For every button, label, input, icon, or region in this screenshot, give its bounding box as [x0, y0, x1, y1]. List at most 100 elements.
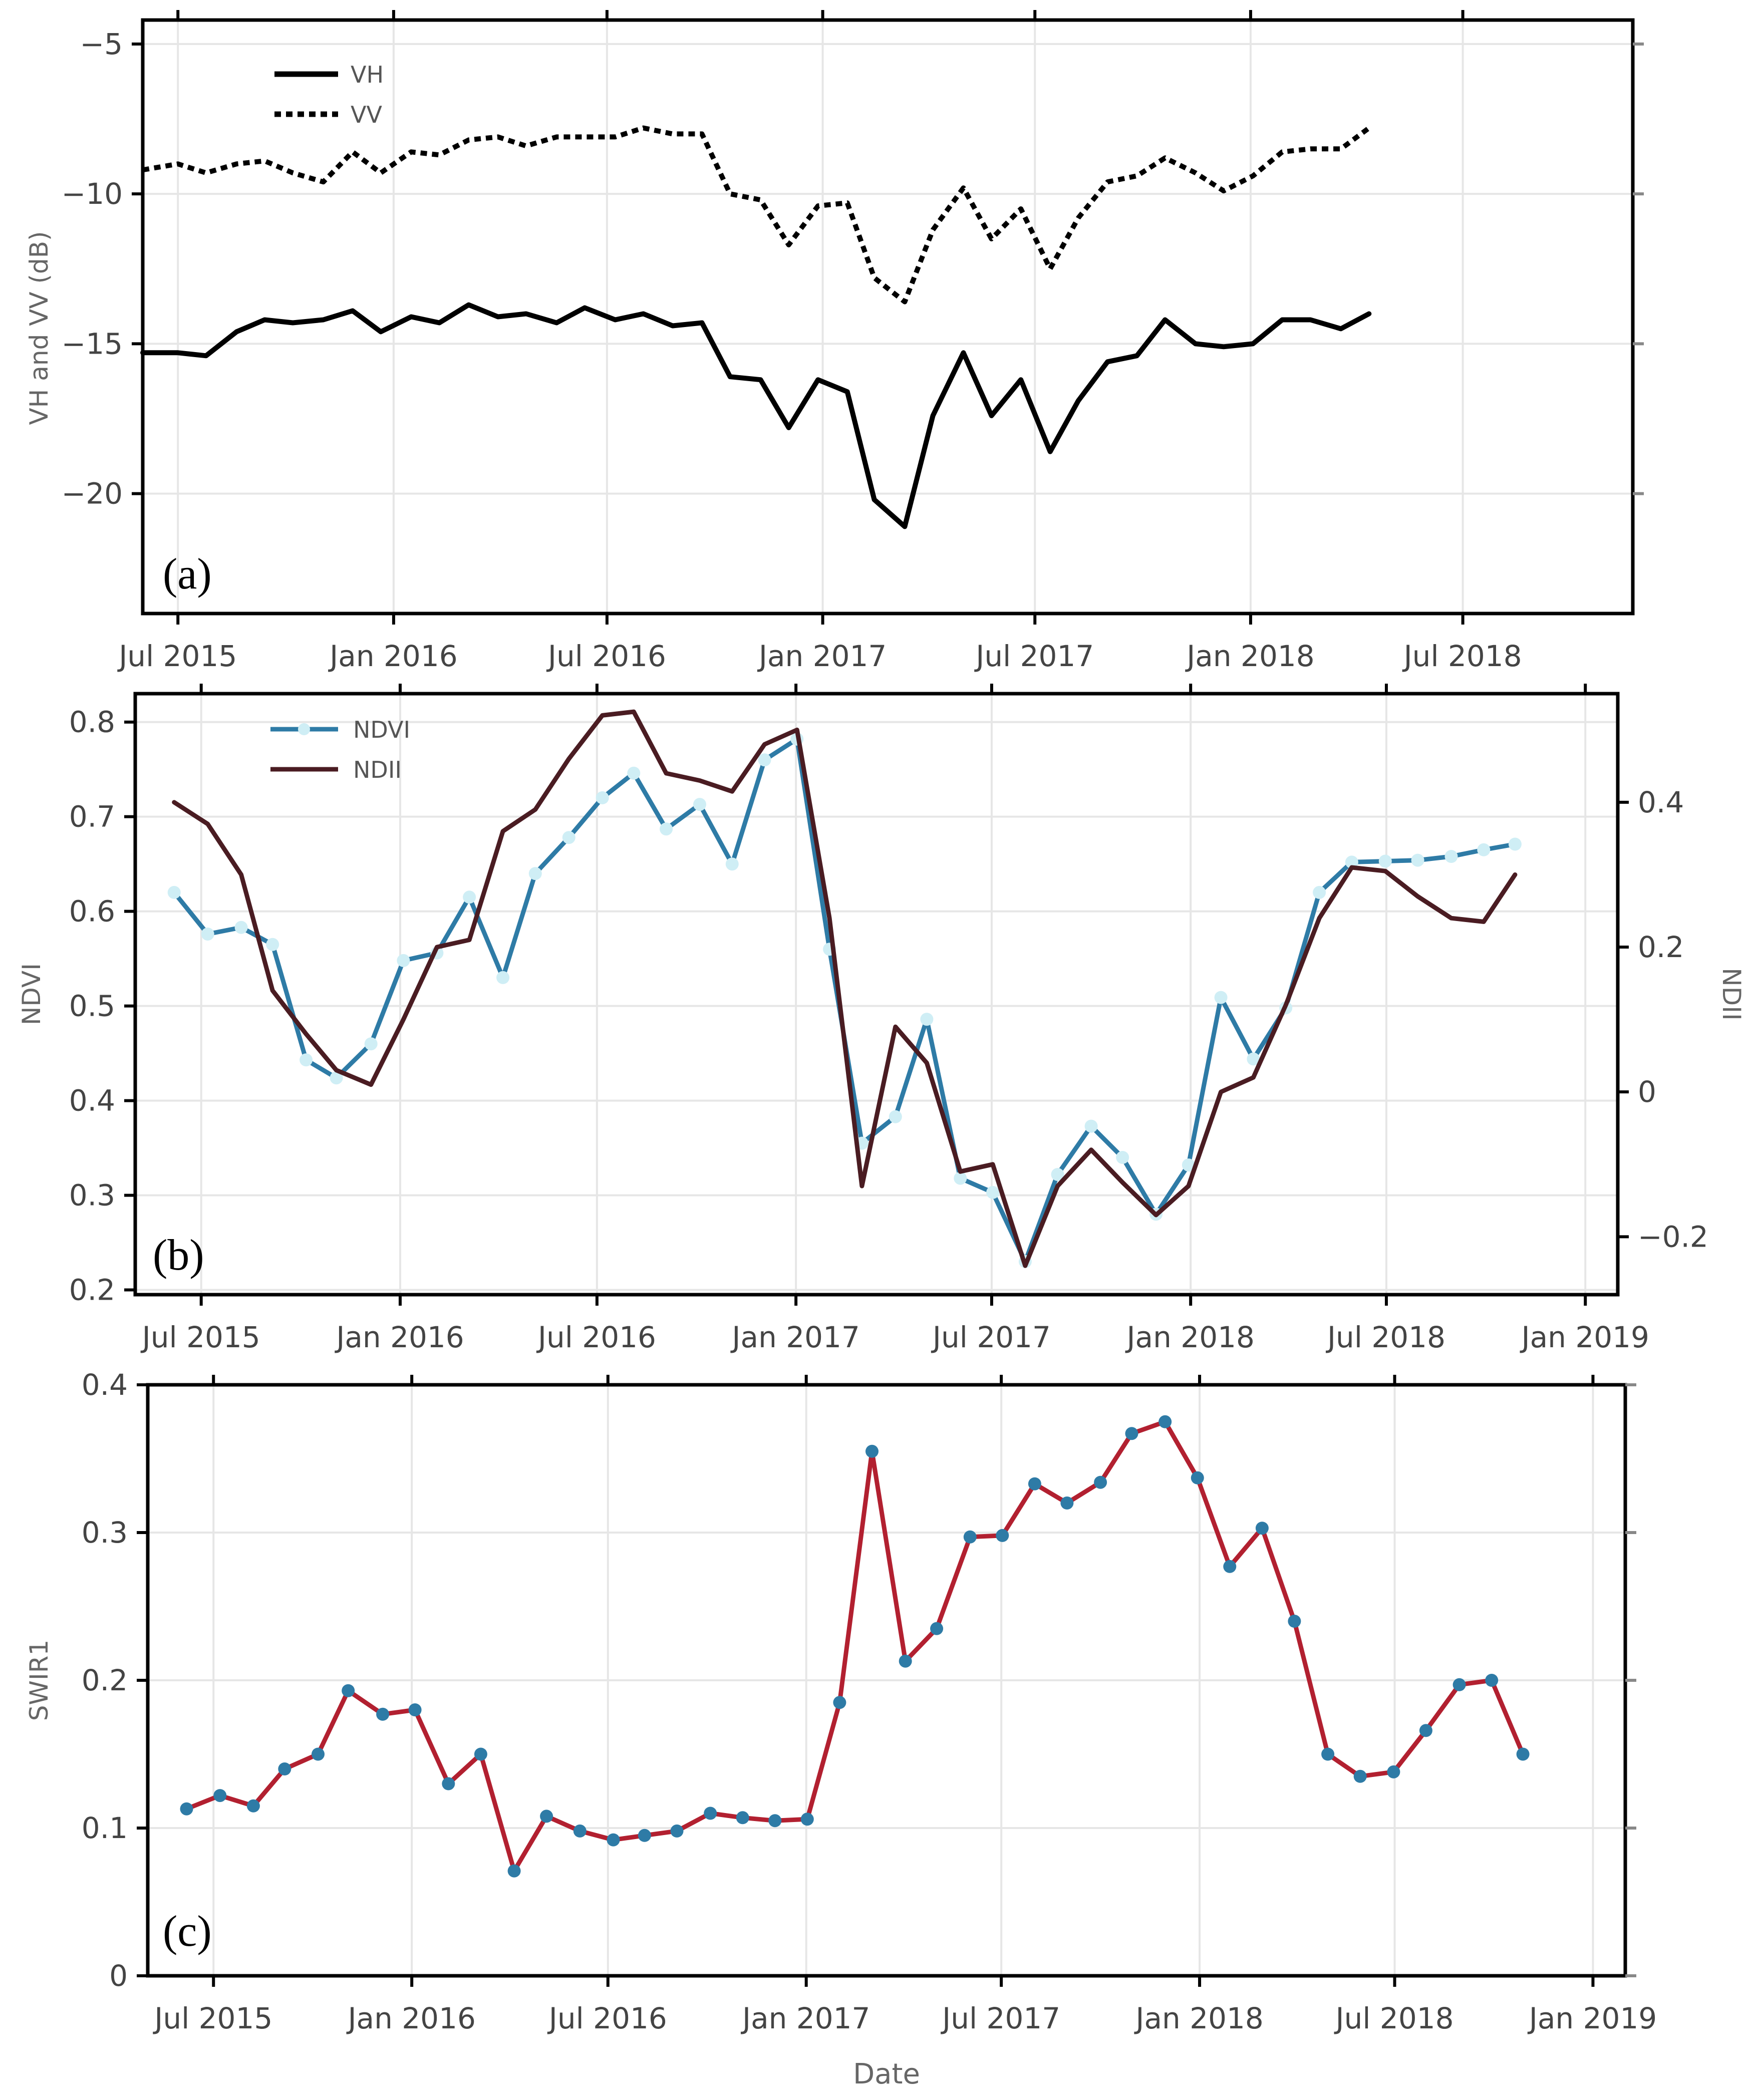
c-x-tick-label: Jul 2018 — [1334, 2001, 1454, 2035]
data-point-ndvi — [889, 1110, 902, 1123]
data-point-swir1 — [342, 1684, 355, 1697]
b-plot-frame — [133, 692, 1620, 1297]
data-point-swir1 — [376, 1707, 390, 1721]
data-point-ndvi — [954, 1171, 967, 1185]
data-point-ndvi — [330, 1071, 343, 1085]
b-x-tick-label: Jan 2019 — [1520, 1320, 1649, 1354]
data-point-swir1 — [1223, 1560, 1237, 1573]
data-point-ndvi — [1247, 1052, 1260, 1066]
data-point-swir1 — [474, 1747, 487, 1761]
b-y-axis-title: NDVI — [17, 963, 46, 1025]
data-point-swir1 — [833, 1696, 846, 1709]
a-x-tick-label: Jul 2016 — [546, 639, 666, 673]
a-y-tick-label: −20 — [62, 477, 123, 511]
a-y-axis: −5 −10 −15 −20 — [62, 27, 1644, 511]
data-point-swir1 — [507, 1864, 521, 1878]
series-line-ndii — [172, 709, 1518, 1268]
c-y-tick-label: 0 — [109, 1959, 128, 1993]
b-x-axis: Jul 2015 Jan 2016 Jul 2016 Jan 2017 Jul 2017… — [141, 684, 1649, 1354]
a-x-tick-label: Jul 2015 — [117, 639, 237, 673]
a-x-tick-label: Jul 2018 — [1402, 639, 1522, 673]
b-gridlines — [135, 694, 1618, 1295]
data-point-swir1 — [1094, 1475, 1107, 1489]
data-point-swir1 — [1485, 1674, 1499, 1687]
b-y-tick-label: 0.2 — [69, 1273, 115, 1307]
a-plot-frame — [141, 18, 1635, 616]
data-point-swir1 — [963, 1530, 977, 1544]
b-y-tick-label: 0.8 — [69, 705, 115, 739]
data-point-swir1 — [736, 1811, 749, 1825]
b-y-right-tick-label: −0.2 — [1638, 1220, 1708, 1254]
data-point-ndvi — [1051, 1168, 1064, 1181]
data-point-ndvi — [693, 798, 706, 811]
c-y-axis: 0 0.1 0.2 0.3 0.4 — [82, 1368, 1636, 1993]
a-x-tick-label: Jul 2017 — [974, 639, 1094, 673]
data-point-ndvi — [725, 857, 739, 871]
a-y-tick-label: −10 — [62, 177, 123, 211]
b-x-tick-label: Jan 2017 — [730, 1320, 859, 1354]
data-point-swir1 — [408, 1703, 422, 1716]
data-point-swir1 — [1060, 1496, 1074, 1510]
b-x-tick-label: Jan 2018 — [1125, 1320, 1254, 1354]
c-x-tick-label: Jul 2016 — [547, 2001, 667, 2035]
data-point-ndvi — [496, 971, 510, 984]
data-point-ndvi — [1084, 1119, 1098, 1133]
data-point-ndvi — [266, 938, 279, 951]
a-series-layer — [140, 125, 1372, 529]
data-point-swir1 — [638, 1829, 651, 1842]
b-y-axis-right: 0.4 0.2 0 −0.2 — [1618, 785, 1708, 1254]
c-x-tick-label: Jan 2017 — [741, 2001, 870, 2035]
data-point-swir1 — [1125, 1427, 1138, 1440]
legend-ndvi-label: NDVI — [353, 716, 410, 743]
data-point-ndvi — [234, 921, 248, 934]
data-point-ndvi — [596, 791, 609, 804]
data-point-swir1 — [800, 1813, 814, 1826]
data-point-ndvi — [167, 885, 181, 899]
c-x-tick-label: Jan 2016 — [346, 2001, 475, 2035]
b-y-tick-label: 0.6 — [69, 894, 115, 929]
data-point-swir1 — [1191, 1471, 1204, 1484]
data-point-swir1 — [278, 1762, 292, 1775]
data-point-ndvi — [1444, 850, 1458, 863]
data-point-swir1 — [1353, 1769, 1367, 1783]
data-point-ndvi — [1313, 885, 1326, 899]
data-point-swir1 — [1158, 1415, 1172, 1428]
data-point-swir1 — [899, 1654, 912, 1668]
c-x-tick-label: Jan 2019 — [1528, 2001, 1657, 2035]
data-point-swir1 — [246, 1799, 260, 1813]
b-x-tick-label: Jul 2018 — [1326, 1320, 1445, 1354]
data-point-ndvi — [758, 753, 771, 767]
data-point-swir1 — [1419, 1724, 1432, 1737]
data-point-swir1 — [540, 1810, 553, 1823]
data-point-swir1 — [312, 1747, 325, 1761]
data-point-swir1 — [670, 1824, 684, 1838]
b-y-right-tick-label: 0 — [1638, 1075, 1656, 1109]
data-point-ndvi — [920, 1013, 934, 1026]
data-point-ndvi — [463, 890, 476, 904]
panel-b: 0.2 0.3 0.4 0.5 0.6 0.7 0.8 0.4 0.2 0 −0.2 Jul 20… — [17, 684, 1746, 1354]
data-point-ndvi — [201, 928, 214, 941]
data-point-swir1 — [768, 1814, 782, 1828]
series-line-vv — [142, 125, 1371, 305]
data-point-swir1 — [930, 1622, 944, 1635]
panel-c: 0 0.1 0.2 0.3 0.4 Jul 2015 Jan 2016 Jul 2016 Ja… — [25, 1368, 1657, 2090]
a-x-tick-label: Jan 2016 — [328, 639, 457, 673]
c-x-tick-label: Jul 2015 — [153, 2001, 272, 2035]
a-y-tick-label: −15 — [62, 327, 123, 361]
b-series-layer — [167, 709, 1522, 1268]
c-series-layer — [180, 1415, 1530, 1878]
data-point-swir1 — [180, 1802, 193, 1816]
c-panel-label: (c) — [163, 1907, 212, 1956]
data-point-swir1 — [573, 1824, 587, 1838]
b-x-tick-label: Jul 2017 — [931, 1320, 1051, 1354]
data-point-ndvi — [1378, 854, 1392, 868]
data-point-swir1 — [1387, 1765, 1400, 1778]
data-point-ndvi — [1214, 991, 1228, 1004]
data-point-swir1 — [1288, 1615, 1301, 1628]
data-point-ndvi — [1477, 843, 1491, 856]
b-panel-label: (b) — [153, 1231, 204, 1280]
data-point-swir1 — [1321, 1747, 1335, 1761]
data-point-ndvi — [397, 954, 410, 967]
data-point-swir1 — [996, 1529, 1009, 1542]
